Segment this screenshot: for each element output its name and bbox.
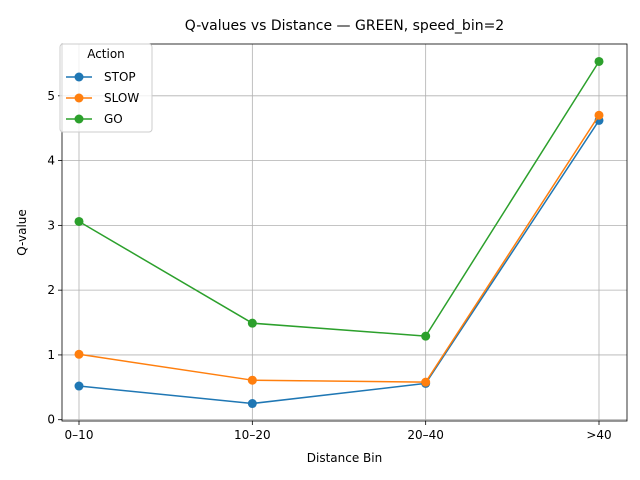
chart-title: Q-values vs Distance — GREEN, speed_bin=…: [185, 18, 504, 34]
series-line: [78, 120, 600, 405]
series-go: [74, 56, 604, 341]
y-tick-label: 4: [47, 154, 55, 168]
legend: Action STOP SLOW GO: [59, 43, 153, 133]
x-tick-label: >40: [586, 428, 611, 442]
y-tick-label: 0: [47, 413, 55, 427]
legend-label: SLOW: [104, 91, 139, 105]
y-tick-label: 2: [47, 283, 55, 297]
data-point: [247, 399, 257, 409]
y-tick-label: 1: [47, 348, 55, 362]
series-stop: [74, 115, 604, 409]
legend-entry-go: GO: [66, 112, 123, 126]
gridlines: [62, 44, 627, 421]
legend-title: Action: [87, 47, 125, 61]
legend-marker: [74, 72, 84, 82]
data-point: [247, 318, 257, 328]
x-tick-label: 0–10: [65, 428, 94, 442]
legend-box: [59, 43, 153, 133]
legend-label: GO: [104, 112, 123, 126]
series-line: [78, 114, 600, 383]
data-point: [247, 375, 257, 385]
legend-marker: [74, 114, 84, 124]
data-point: [74, 381, 84, 391]
data-point: [74, 349, 84, 359]
y-tick-label: 3: [47, 218, 55, 232]
x-axis-title: Distance Bin: [307, 451, 382, 465]
data-point: [594, 110, 604, 120]
legend-entry-slow: SLOW: [66, 91, 139, 105]
data-point: [421, 331, 431, 341]
legend-label: STOP: [104, 70, 136, 84]
series-slow: [74, 110, 604, 387]
y-tick-label: 5: [47, 89, 55, 103]
plot-area: [61, 43, 628, 422]
x-tick-label: 10–20: [234, 428, 271, 442]
x-tick-label: 20–40: [407, 428, 444, 442]
legend-entries: STOP SLOW GO: [66, 70, 139, 126]
data-point: [74, 216, 84, 226]
legend-entry-stop: STOP: [66, 70, 136, 84]
series-line: [78, 61, 600, 337]
data-point: [594, 56, 604, 66]
legend-marker: [74, 93, 84, 103]
data-point: [421, 377, 431, 387]
axis-ticks: 0–10 10–20 20–40 >40 0 1 2 3 4 5: [47, 89, 611, 442]
y-axis-title: Q-value: [15, 209, 29, 256]
series: [74, 56, 604, 409]
